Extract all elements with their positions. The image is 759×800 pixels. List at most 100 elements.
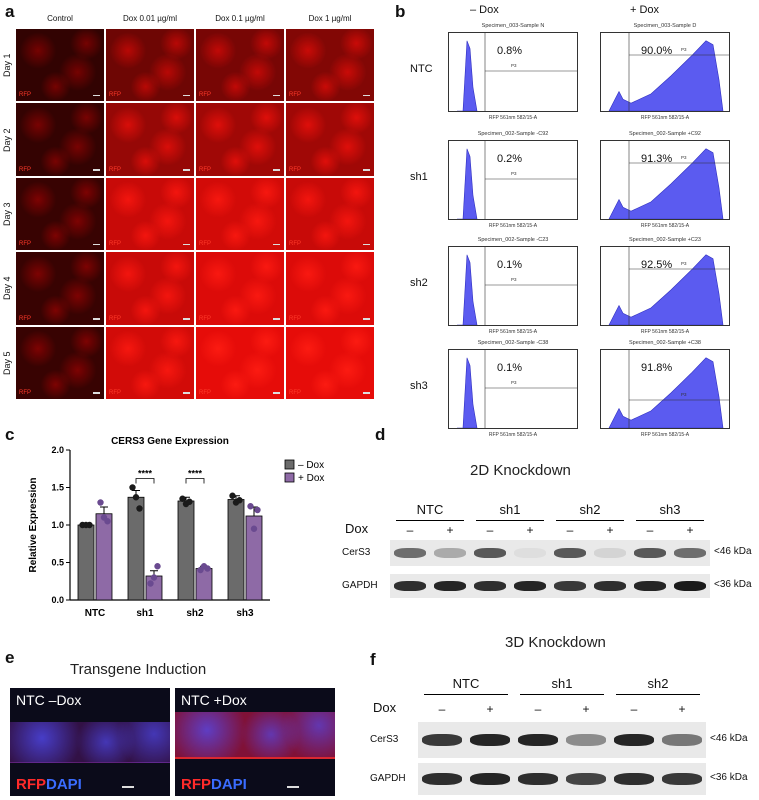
histogram-xaxis-label: RFP 561nm 582/15-A <box>640 115 690 121</box>
scale-bar <box>183 392 190 394</box>
fluorescence-image: NTC +Dox RFPDAPI <box>175 688 335 796</box>
histogram-curve <box>457 141 577 219</box>
lane-group-underline <box>424 694 508 695</box>
fluorescence-image: NTC –Dox RFPDAPI <box>10 688 170 796</box>
panel-a-image-cell: RFP <box>195 251 285 326</box>
panel-e-title: Transgene Induction <box>70 661 207 678</box>
panel-a-image-cell: RFP <box>195 102 285 177</box>
panel-a-rfp-label: RFP <box>199 389 211 396</box>
data-point <box>250 525 258 532</box>
bar <box>77 524 95 601</box>
blot-row-label: GAPDH <box>370 773 406 784</box>
data-point <box>86 521 93 529</box>
histogram-curve <box>608 247 729 325</box>
gate-percentage: 91.8% <box>641 362 673 374</box>
scale-bar <box>363 169 370 171</box>
lane-group-label: sh2 <box>647 676 669 691</box>
scale-bar <box>93 392 100 394</box>
lane-dox-sign: + <box>526 523 534 537</box>
panel-e-letter: e <box>5 648 15 667</box>
histogram-curve <box>457 33 577 111</box>
y-tick-label: 0.5 <box>51 558 64 568</box>
gate-percentage: 90.0% <box>641 45 673 57</box>
blot-band <box>614 773 654 785</box>
x-tick-label: sh2 <box>186 608 204 619</box>
blot-strip-cers3 <box>418 722 706 758</box>
y-tick-label: 1.0 <box>51 520 64 530</box>
panel-a-image-cell: RFP <box>15 251 105 326</box>
panel-a-row-label: Day 5 <box>2 351 12 375</box>
scale-bar <box>273 392 280 394</box>
blot-band <box>634 548 666 558</box>
data-point <box>204 565 211 572</box>
blot-row-label: CerS3 <box>370 734 399 745</box>
panel-a-column-header: Dox 0.01 µg/ml <box>123 14 177 23</box>
panel-b-plus-dox-header: + Dox <box>630 4 660 16</box>
panel-a-image-cell: RFP <box>195 325 285 400</box>
panel-a-image-cell: RFP <box>105 176 195 252</box>
panel-a-letter: a <box>5 2 15 21</box>
blot-band <box>674 581 706 591</box>
data-point <box>147 580 154 587</box>
gate-label: P3 <box>511 380 517 385</box>
tissue-layer <box>10 722 170 763</box>
data-point <box>136 505 143 512</box>
histogram-curve <box>608 33 729 111</box>
lane-dox-sign: + <box>446 523 454 537</box>
scale-bar <box>363 318 370 320</box>
blot-band <box>422 734 462 746</box>
lane-group-label: NTC <box>452 676 480 691</box>
lane-group-label: sh2 <box>579 502 601 517</box>
blot-band <box>614 734 654 746</box>
gate-percentage: 92.5% <box>641 259 673 271</box>
panel-a-row-label: Day 2 <box>2 128 12 152</box>
data-point <box>154 563 161 570</box>
panel-f-title: 3D Knockdown <box>505 634 606 651</box>
histogram-title: Specimen_002-Sample -C23 <box>477 237 549 243</box>
blot-band <box>662 734 702 746</box>
significance-label: **** <box>188 469 203 479</box>
data-point <box>236 497 243 504</box>
scale-bar <box>363 243 370 246</box>
legend-label: – Dox <box>298 460 324 471</box>
panel-b-histogram-plus: Specimen_003-Sample D RFP 561nm 582/15-A P… <box>600 23 730 121</box>
lane-group-underline <box>636 520 704 521</box>
x-tick-label: sh1 <box>136 608 154 619</box>
lane-group-underline <box>396 520 464 521</box>
scale-bar <box>93 318 100 320</box>
panel-a-image-cell: RFP <box>285 325 375 400</box>
blot-band <box>434 548 466 558</box>
histogram-xaxis-label: RFP 561nm 582/15-A <box>640 432 690 438</box>
panel-b-row-label: sh1 <box>410 171 428 183</box>
lane-group-underline <box>616 694 700 695</box>
lane-dox-sign: – <box>566 523 574 537</box>
gate-label: P3 <box>681 155 687 160</box>
image-label: NTC +Dox <box>181 692 247 708</box>
histogram-title: Specimen_003-Sample N <box>481 23 545 29</box>
panel-a-rfp-label: RFP <box>19 315 31 322</box>
data-point <box>186 498 193 505</box>
panel-a-rfp-label: RFP <box>109 315 121 322</box>
blot-band <box>518 773 558 785</box>
blot-row-label: CerS3 <box>342 547 371 558</box>
panel-a-image-cell: RFP <box>105 325 195 400</box>
histogram-fill <box>608 40 724 111</box>
scale-bar <box>122 786 134 788</box>
molecular-weight-marker: <46 kDa <box>710 733 748 744</box>
panel-a-rfp-label: RFP <box>109 166 121 173</box>
panel-a-rfp-label: RFP <box>19 389 31 396</box>
panel-d-title: 2D Knockdown <box>470 462 571 479</box>
panel-f-letter: f <box>370 650 376 669</box>
gate-label: P3 <box>681 47 687 52</box>
gate-percentage: 0.1% <box>497 362 523 374</box>
scale-bar <box>363 94 370 97</box>
stain-dapi-label: DAPI <box>46 776 82 793</box>
lane-dox-sign: – <box>486 523 494 537</box>
histogram-curve <box>457 350 577 428</box>
lane-dox-sign: – <box>646 523 654 537</box>
scale-bar <box>93 169 100 171</box>
histogram-fill <box>457 148 478 219</box>
panel-a-rfp-label: RFP <box>109 241 121 248</box>
bar <box>227 499 245 601</box>
stain-rfp-label: RFP <box>16 776 46 793</box>
